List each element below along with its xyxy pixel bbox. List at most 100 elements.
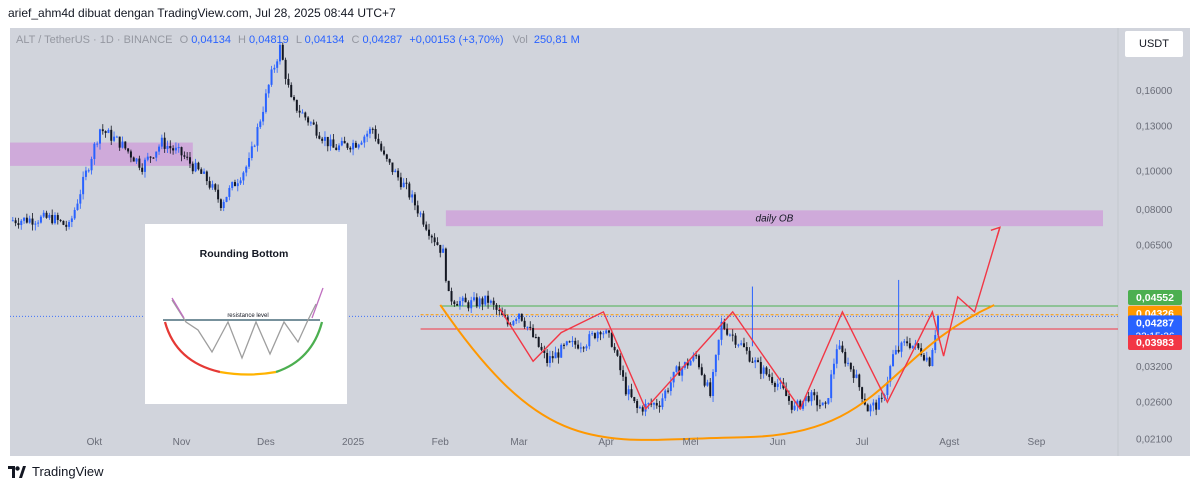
candle-up [838, 345, 841, 350]
candle-down [700, 367, 703, 375]
candle-up [28, 218, 31, 223]
candle-up [515, 318, 518, 322]
candle-up [242, 172, 245, 181]
candle-down [281, 44, 284, 60]
date-tick-label: Feb [432, 437, 450, 448]
candle-up [832, 363, 835, 375]
price-label-text: 0,04552 [1136, 292, 1174, 304]
candle-down [343, 140, 346, 144]
candle-up [934, 335, 937, 351]
candle-down [624, 376, 627, 395]
candle-up [363, 136, 366, 143]
candle-up [675, 366, 678, 372]
candle-up [512, 321, 515, 326]
candle-down [377, 138, 380, 144]
price-axis-background [1118, 28, 1190, 456]
price-tick-label: 0,02100 [1136, 434, 1173, 445]
legend-high: 0,04819 [249, 34, 289, 46]
candle-up [115, 136, 118, 138]
candle-down [866, 404, 869, 412]
candle-down [129, 151, 132, 158]
candle-down [875, 402, 878, 410]
candle-up [276, 61, 279, 68]
legend-low: 0,04134 [305, 34, 345, 46]
candle-down [205, 171, 208, 182]
candle-up [903, 341, 906, 343]
date-tick-label: Mei [682, 437, 698, 448]
candle-down [408, 183, 411, 198]
candle-down [169, 146, 172, 149]
candle-down [450, 291, 453, 302]
candle-down [630, 389, 633, 398]
candle-down [51, 214, 54, 224]
rounding-bottom-inset: Rounding Bottom resistance level [145, 224, 347, 404]
candle-down [641, 407, 644, 412]
candle-down [568, 341, 571, 343]
candle-up [911, 345, 914, 348]
price-tick-label: 0,02600 [1136, 398, 1173, 409]
candle-down [405, 182, 408, 184]
candle-up [664, 390, 667, 399]
candle-down [428, 229, 431, 236]
rounding-bottom-curve [439, 304, 995, 441]
candle-down [315, 124, 318, 136]
candle-up [160, 137, 163, 147]
candle-up [253, 145, 256, 147]
candle-up [588, 334, 591, 347]
candle-down [908, 343, 911, 348]
candle-down [388, 158, 391, 163]
candle-up [565, 341, 568, 346]
legend-change: +0,00153 (+3,70%) [409, 34, 503, 46]
candle-down [841, 345, 844, 352]
candle-down [290, 84, 293, 98]
candle-down [540, 346, 543, 350]
candle-down [149, 156, 152, 158]
candle-up [894, 349, 897, 355]
candle-down [56, 215, 59, 220]
candle-down [287, 78, 290, 85]
price-label-box [1128, 290, 1182, 306]
candle-up [518, 313, 521, 319]
inset-zigzag [171, 299, 317, 360]
candle-down [686, 362, 689, 366]
candle-up [591, 333, 594, 335]
candle-up [245, 166, 248, 173]
candle-down [861, 387, 864, 399]
candle-down [433, 237, 436, 243]
candle-down [709, 382, 712, 396]
tradingview-footer[interactable]: TradingView [8, 464, 104, 479]
currency-unit-button[interactable]: USDT [1124, 30, 1184, 58]
candle-up [93, 143, 96, 159]
candle-up [20, 220, 23, 226]
candle-up [754, 360, 757, 363]
candle-up [323, 136, 326, 141]
candle-down [751, 361, 754, 363]
candle-down [45, 212, 48, 218]
candle-up [82, 176, 85, 195]
candle-down [163, 137, 166, 149]
candle-up [228, 187, 231, 197]
candle-down [697, 355, 700, 368]
legend-o-label: O [180, 34, 189, 46]
candle-up [174, 147, 177, 151]
candle-up [937, 316, 940, 336]
legend-line: ALT / TetherUS · 1D · BINANCE O 0,04134 … [16, 34, 580, 46]
candle-down [498, 309, 501, 311]
candle-up [889, 366, 892, 383]
candle-up [177, 147, 180, 149]
candle-up [692, 355, 695, 361]
candle-up [478, 298, 481, 307]
candle-up [728, 334, 731, 336]
candle-up [309, 122, 312, 124]
candle-down [141, 167, 144, 172]
candle-up [301, 112, 304, 114]
candle-down [439, 244, 442, 253]
candle-up [681, 367, 684, 376]
chart-caption: arief_ahm4d dibuat dengan TradingView.co… [8, 6, 396, 20]
candle-up [70, 218, 73, 222]
candle-down [757, 360, 760, 363]
candle-down [467, 302, 470, 309]
candle-down [335, 147, 338, 151]
